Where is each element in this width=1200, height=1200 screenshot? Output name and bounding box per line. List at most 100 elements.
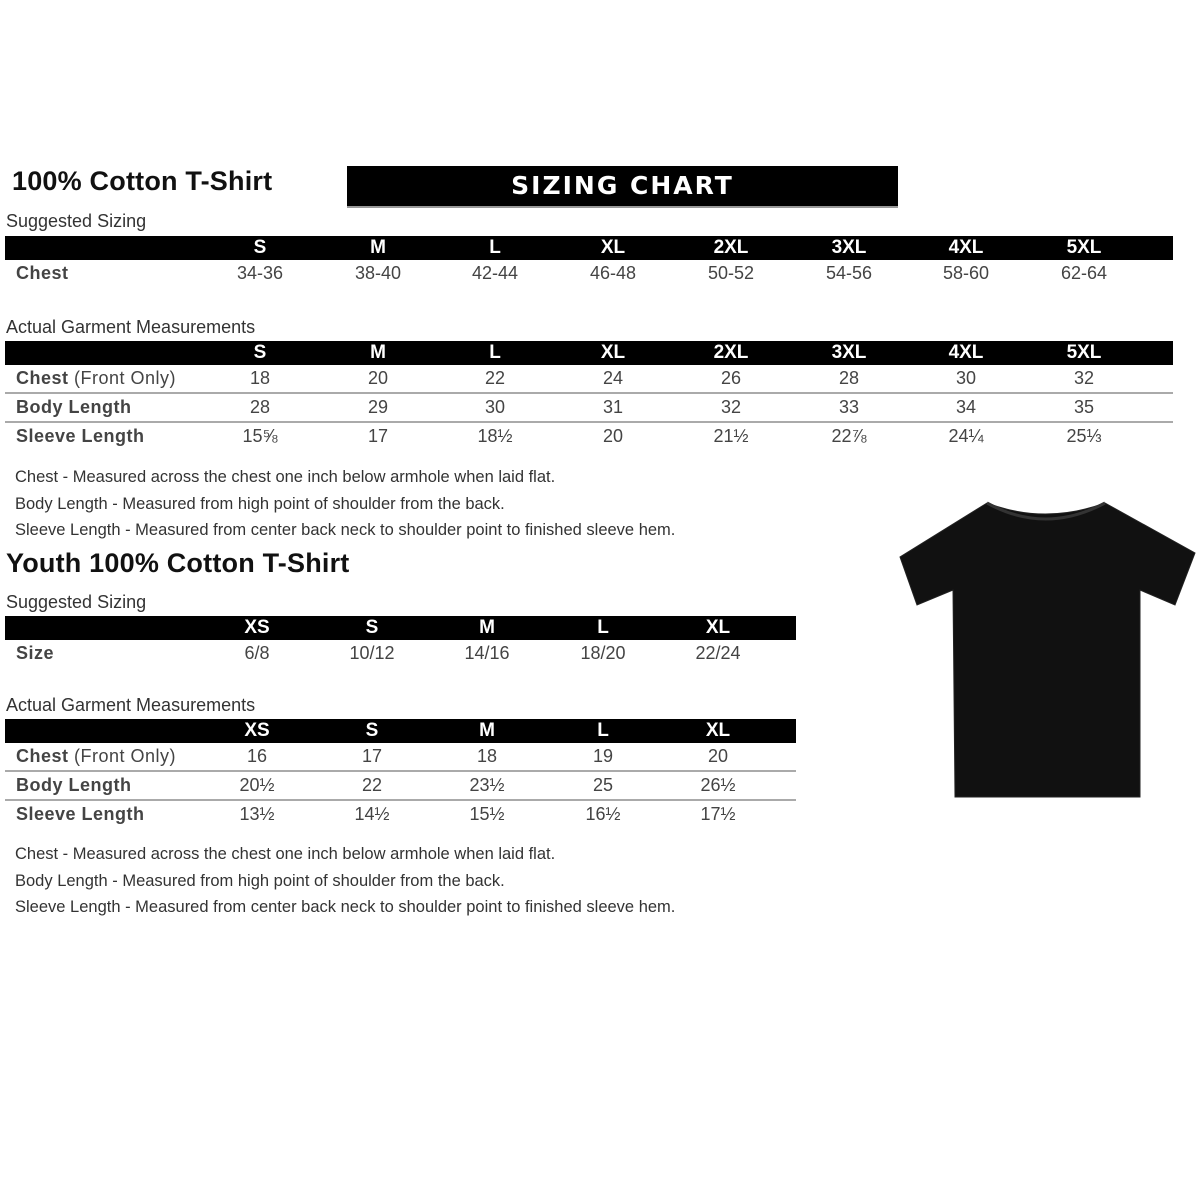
table-cell: 18½ xyxy=(477,426,513,446)
size-header-3xl: 3XL xyxy=(831,237,867,258)
row-label-text: Chest xyxy=(16,746,69,766)
youth-suggested-table: XS S M L XL Size 6/8 10/12 14/16 18/20 22/24 xyxy=(5,616,796,667)
size-header-l: L xyxy=(597,617,609,638)
table-cell: 26 xyxy=(720,368,742,388)
size-header-s: S xyxy=(365,720,379,741)
table-cell: 20 xyxy=(367,368,389,388)
table-cell: 34 xyxy=(955,397,977,417)
row-label: Chest (Front Only) xyxy=(16,365,176,392)
table-row: Body Length 20½ 22 23½ 25 26½ xyxy=(5,772,796,801)
table-cell: 54-56 xyxy=(825,263,873,283)
size-header-xl: XL xyxy=(705,720,731,741)
table-cell: 22/24 xyxy=(695,643,741,663)
table-cell: 17 xyxy=(367,426,389,446)
table-cell: 22 xyxy=(361,775,383,795)
table-row: Sleeve Length 13½ 14½ 15½ 16½ 17½ xyxy=(5,801,796,828)
size-header-l: L xyxy=(489,342,501,363)
table-cell: 16½ xyxy=(585,804,621,824)
measurement-note: Body Length - Measured from high point o… xyxy=(15,871,505,890)
row-label: Chest xyxy=(16,260,69,287)
size-header-xl: XL xyxy=(600,237,626,258)
size-header-5xl: 5XL xyxy=(1066,237,1102,258)
size-header-xl: XL xyxy=(705,617,731,638)
table-cell: 25 xyxy=(592,775,614,795)
table-cell: 20 xyxy=(602,426,624,446)
youth-actual-label: Actual Garment Measurements xyxy=(6,695,256,715)
adult-actual-table: S M L XL 2XL 3XL 4XL 5XL Chest (Front Only) 18 20 2… xyxy=(5,341,1173,450)
table-cell: 16 xyxy=(246,746,268,766)
youth-title: Youth 100% Cotton T-Shirt xyxy=(6,548,350,578)
table-cell: 32 xyxy=(1073,368,1095,388)
size-header-m: M xyxy=(370,342,386,363)
table-cell: 30 xyxy=(484,397,506,417)
table-row: Chest 34-36 38-40 42-44 46-48 50-52 54-56 58-60… xyxy=(5,260,1173,287)
measurement-note: Sleeve Length - Measured from center bac… xyxy=(15,898,676,916)
adult-suggested-table: S M L XL 2XL 3XL 4XL 5XL Chest 34-36 38-40 42-44 46-… xyxy=(5,236,1173,287)
row-label-extra: (Front Only) xyxy=(68,746,177,766)
size-header-4xl: 4XL xyxy=(948,342,984,363)
table-cell: 30 xyxy=(955,368,977,388)
size-header-2xl: 2XL xyxy=(713,237,749,258)
table-cell: 18 xyxy=(249,368,271,388)
row-label: Body Length xyxy=(16,394,132,421)
table-cell: 22⅞ xyxy=(831,426,867,446)
measurement-note: Chest - Measured across the chest one in… xyxy=(15,468,556,486)
table-cell: 24 xyxy=(602,368,624,388)
table-cell: 10/12 xyxy=(349,643,395,663)
table-cell: 32 xyxy=(720,397,742,417)
table-row: Size 6/8 10/12 14/16 18/20 22/24 xyxy=(5,640,796,667)
table-cell: 14/16 xyxy=(464,643,510,663)
table-cell: 22 xyxy=(484,368,506,388)
row-label-text: Size xyxy=(16,643,55,663)
measurement-note: Chest - Measured across the chest one in… xyxy=(15,845,556,863)
row-label: Sleeve Length xyxy=(16,801,145,828)
size-header-xs: XS xyxy=(244,617,270,638)
table-cell: 20½ xyxy=(239,775,275,795)
row-label: Body Length xyxy=(16,772,132,799)
table-row: Body Length 28 29 30 31 32 33 34 35 xyxy=(5,394,1173,423)
table-cell: 14½ xyxy=(354,804,390,824)
table-cell: 21½ xyxy=(713,426,749,446)
adult-actual-label: Actual Garment Measurements xyxy=(6,317,256,337)
size-header-s: S xyxy=(253,342,267,363)
table-cell: 15⅝ xyxy=(242,426,278,446)
size-header-m: M xyxy=(370,237,386,258)
table-cell: 13½ xyxy=(239,804,275,824)
sizing-chart-banner: SIZING CHART xyxy=(347,166,898,208)
youth-actual-table: XS S M L XL Chest (Front Only) 16 17 18 19 20 Body … xyxy=(5,719,796,828)
table-cell: 15½ xyxy=(469,804,505,824)
size-header-row: S M L XL 2XL 3XL 4XL 5XL xyxy=(5,341,1173,365)
row-label-text: Sleeve Length xyxy=(16,426,145,446)
size-header-xl: XL xyxy=(600,342,626,363)
table-cell: 26½ xyxy=(700,775,736,795)
table-cell: 31 xyxy=(602,397,624,417)
adult-suggested-label: Suggested Sizing xyxy=(6,211,147,231)
table-row: Chest (Front Only) 18 20 22 24 26 28 30 32 xyxy=(5,365,1173,394)
size-header-row: S M L XL 2XL 3XL 4XL 5XL xyxy=(5,236,1173,260)
table-cell: 19 xyxy=(592,746,614,766)
adult-title: 100% Cotton T-Shirt xyxy=(12,166,273,196)
size-header-3xl: 3XL xyxy=(831,342,867,363)
tshirt-icon xyxy=(899,501,1196,798)
table-cell: 25⅓ xyxy=(1066,426,1102,446)
youth-suggested-label: Suggested Sizing xyxy=(6,592,147,612)
youth-notes: Chest - Measured across the chest one in… xyxy=(15,841,675,921)
size-header-m: M xyxy=(479,617,495,638)
table-cell: 34-36 xyxy=(236,263,284,283)
table-cell: 17 xyxy=(361,746,383,766)
table-cell: 18/20 xyxy=(580,643,626,663)
table-cell: 17½ xyxy=(700,804,736,824)
row-label: Sleeve Length xyxy=(16,423,145,450)
table-cell: 62-64 xyxy=(1060,263,1108,283)
table-cell: 50-52 xyxy=(707,263,755,283)
size-header-4xl: 4XL xyxy=(948,237,984,258)
size-header-m: M xyxy=(479,720,495,741)
measurement-note: Sleeve Length - Measured from center bac… xyxy=(15,521,676,539)
size-header-5xl: 5XL xyxy=(1066,342,1102,363)
table-cell: 29 xyxy=(367,397,389,417)
table-row: Chest (Front Only) 16 17 18 19 20 xyxy=(5,743,796,772)
measurement-note: Body Length - Measured from high point o… xyxy=(15,494,505,513)
table-cell: 38-40 xyxy=(354,263,402,283)
size-header-l: L xyxy=(597,720,609,741)
row-label: Size xyxy=(16,640,54,667)
